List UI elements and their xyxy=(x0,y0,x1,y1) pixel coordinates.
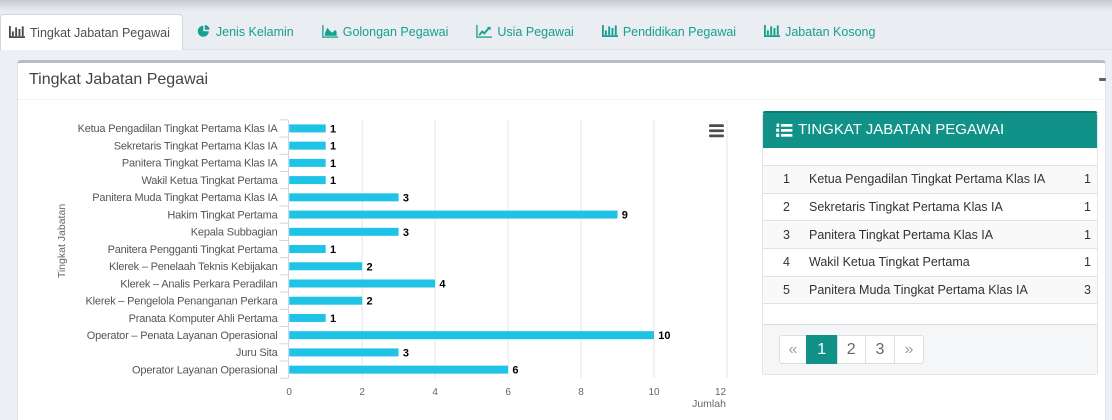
svg-text:10: 10 xyxy=(648,387,660,398)
svg-text:Operator Layanan Operasional: Operator Layanan Operasional xyxy=(132,364,277,376)
svg-text:Kepala Subbagian: Kepala Subbagian xyxy=(191,227,278,239)
svg-text:4: 4 xyxy=(432,387,438,398)
svg-text:2: 2 xyxy=(359,387,365,398)
svg-text:9: 9 xyxy=(622,210,628,222)
svg-text:1: 1 xyxy=(330,141,336,153)
svg-text:6: 6 xyxy=(505,387,511,398)
svg-text:1: 1 xyxy=(330,158,336,170)
svg-text:1: 1 xyxy=(330,313,336,325)
svg-text:2: 2 xyxy=(367,296,373,308)
svg-text:Wakil Ketua Tingkat Pertama: Wakil Ketua Tingkat Pertama xyxy=(141,175,278,187)
svg-text:8: 8 xyxy=(578,387,584,398)
svg-text:Klerek – Penelaah Teknis Kebij: Klerek – Penelaah Teknis Kebijakan xyxy=(109,261,278,273)
svg-text:Pranata Komputer Ahli Pertama: Pranata Komputer Ahli Pertama xyxy=(129,313,279,325)
svg-text:Hakim Tingkat Pertama: Hakim Tingkat Pertama xyxy=(167,209,278,221)
svg-text:Panitera Muda Tingkat Pertama: Panitera Muda Tingkat Pertama Klas IA xyxy=(92,192,278,204)
svg-text:Klerek – Pengelola Penanganan: Klerek – Pengelola Penanganan Perkara xyxy=(86,296,279,308)
svg-text:2: 2 xyxy=(367,261,373,273)
svg-text:1: 1 xyxy=(330,123,336,135)
svg-text:Panitera Tingkat Pertama Klas: Panitera Tingkat Pertama Klas IA xyxy=(122,158,278,170)
svg-text:Tingkat Jabatan: Tingkat Jabatan xyxy=(56,204,68,278)
svg-text:10: 10 xyxy=(658,330,670,342)
svg-text:Jumlah: Jumlah xyxy=(692,398,726,410)
svg-text:12: 12 xyxy=(715,387,727,398)
svg-text:Ketua Pengadilan Tingkat Perta: Ketua Pengadilan Tingkat Pertama Klas IA xyxy=(78,123,279,135)
svg-text:3: 3 xyxy=(403,227,409,239)
svg-text:3: 3 xyxy=(403,347,409,359)
svg-text:Klerek – Analis Perkara Peradi: Klerek – Analis Perkara Peradilan xyxy=(120,278,277,290)
svg-text:3: 3 xyxy=(403,192,409,204)
svg-text:Sekretaris Tingkat Pertama Kla: Sekretaris Tingkat Pertama Klas IA xyxy=(114,140,279,152)
svg-text:Juru Sita: Juru Sita xyxy=(236,347,279,359)
svg-text:Panitera Pengganti Tingkat Per: Panitera Pengganti Tingkat Pertama xyxy=(108,244,279,256)
svg-text:0: 0 xyxy=(286,387,292,398)
svg-text:1: 1 xyxy=(330,175,336,187)
svg-text:Operator – Penata Layanan Oper: Operator – Penata Layanan Operasional xyxy=(87,330,278,342)
svg-text:1: 1 xyxy=(330,244,336,256)
svg-text:6: 6 xyxy=(512,365,518,377)
svg-text:4: 4 xyxy=(439,278,446,290)
